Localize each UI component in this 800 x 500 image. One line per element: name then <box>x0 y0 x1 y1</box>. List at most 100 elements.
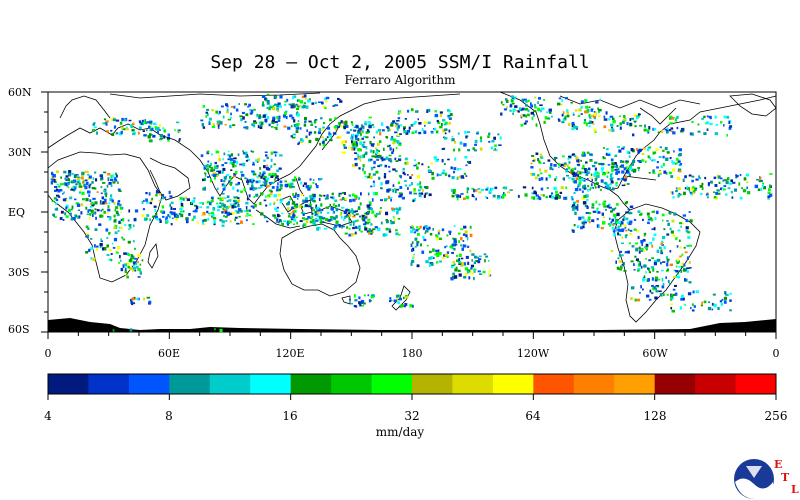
rain-pixel <box>73 185 77 188</box>
rain-pixel <box>367 294 370 297</box>
rain-pixel <box>589 153 593 155</box>
rain-pixel <box>539 168 542 172</box>
rain-pixel <box>491 139 495 143</box>
rain-pixel <box>292 223 296 225</box>
rain-pixel <box>605 111 608 115</box>
rain-pixel <box>149 129 153 132</box>
rain-pixel <box>471 253 475 256</box>
rain-pixel <box>206 206 210 209</box>
rain-pixel <box>345 210 348 214</box>
rain-pixel <box>74 214 78 217</box>
rain-pixel <box>610 180 614 184</box>
rain-pixel <box>373 160 376 165</box>
rain-pixel <box>617 221 621 224</box>
rain-pixel <box>92 123 95 126</box>
rain-pixel <box>634 298 637 302</box>
rain-pixel <box>379 164 383 167</box>
rain-pixel <box>698 177 701 180</box>
rain-pixel <box>495 149 498 152</box>
rain-pixel <box>554 157 556 161</box>
rain-pixel <box>276 116 279 120</box>
rain-pixel <box>159 219 162 223</box>
rain-pixel <box>546 187 549 189</box>
rain-pixel <box>425 230 429 233</box>
rain-pixel <box>361 143 365 147</box>
rain-pixel <box>548 195 552 198</box>
rain-pixel <box>274 207 278 211</box>
rain-pixel <box>642 249 646 252</box>
etl-letter-t: T <box>781 471 790 484</box>
rain-pixel <box>238 103 240 105</box>
rain-pixel <box>110 258 113 262</box>
etl-letter-l: L <box>791 483 799 496</box>
rain-pixel <box>414 237 418 241</box>
rain-pixel <box>639 261 641 263</box>
rain-pixel <box>105 228 109 232</box>
rain-pixel <box>437 231 440 235</box>
rain-pixel <box>396 123 399 126</box>
rain-pixel <box>578 177 582 182</box>
rain-pixel <box>123 118 127 122</box>
rain-pixel <box>223 152 226 156</box>
rain-pixel <box>700 304 703 307</box>
rain-pixel <box>388 154 392 157</box>
rain-pixel <box>583 195 587 198</box>
rain-pixel <box>639 263 642 266</box>
rain-pixel <box>144 119 147 122</box>
rain-pixel <box>389 144 391 147</box>
rain-pixel <box>585 110 589 114</box>
rain-pixel <box>207 212 211 215</box>
rain-pixel <box>106 237 109 240</box>
rain-pixel <box>670 303 673 306</box>
rain-pixel <box>615 182 618 184</box>
rain-pixel <box>62 192 64 195</box>
rain-pixel <box>81 174 84 178</box>
rain-pixel <box>226 173 230 176</box>
rain-pixel <box>617 257 620 260</box>
rain-pixel <box>202 202 204 205</box>
rain-pixel <box>548 174 551 177</box>
rain-pixel <box>240 118 243 122</box>
rain-pixel <box>621 170 625 174</box>
rain-pixel <box>649 289 652 293</box>
rain-pixel <box>571 177 575 181</box>
rain-pixel <box>293 119 296 123</box>
rain-pixel <box>693 188 697 191</box>
rain-pixel <box>588 114 591 118</box>
rain-pixel <box>721 186 724 189</box>
rain-pixel <box>540 108 542 113</box>
rain-pixel <box>135 262 138 265</box>
rain-pixel <box>247 158 250 161</box>
rain-pixel <box>640 240 644 243</box>
rain-pixel <box>372 228 376 231</box>
rain-pixel <box>255 193 259 197</box>
rain-pixel <box>262 177 266 180</box>
rain-pixel <box>473 188 476 193</box>
rain-pixel <box>62 219 65 221</box>
rain-pixel <box>629 167 633 170</box>
rain-pixel <box>134 247 136 250</box>
rain-pixel <box>600 179 604 183</box>
rain-pixel <box>722 179 725 182</box>
rain-pixel <box>355 197 358 200</box>
rain-pixel <box>64 177 67 180</box>
rain-pixel <box>738 182 741 186</box>
rain-pixel <box>160 199 162 202</box>
rain-pixel <box>568 161 571 164</box>
rain-pixel <box>92 197 96 200</box>
rain-pixel <box>645 258 647 260</box>
rain-pixel <box>627 208 630 211</box>
rain-pixel <box>148 192 151 196</box>
rain-pixel <box>149 218 151 222</box>
rain-pixel <box>403 173 406 176</box>
rain-pixel <box>310 122 313 124</box>
rain-pixel <box>312 193 316 198</box>
rain-pixel <box>621 263 624 266</box>
rain-pixel <box>642 238 646 242</box>
rain-pixel <box>684 304 687 307</box>
rain-pixel <box>293 216 296 219</box>
rain-pixel <box>95 216 97 220</box>
rain-pixel <box>638 250 641 254</box>
rain-pixel <box>690 193 693 196</box>
rain-pixel <box>284 100 288 103</box>
